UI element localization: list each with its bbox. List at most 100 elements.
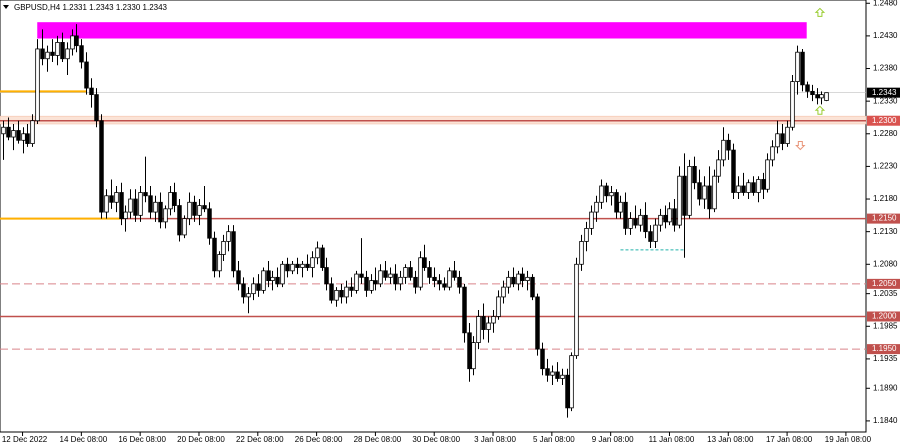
candle-body: [736, 185, 741, 193]
y-tick-label: 1.2330: [873, 96, 898, 105]
candle-body: [422, 257, 427, 268]
candle-body: [525, 276, 530, 282]
candle-body: [462, 286, 467, 334]
candle-body: [310, 257, 315, 268]
candle-body: [687, 166, 692, 216]
candle-body: [74, 35, 79, 47]
candle-body: [653, 224, 658, 242]
candle-body: [94, 94, 99, 122]
candle-body: [354, 273, 359, 291]
candle-body: [221, 241, 226, 255]
candle-body: [682, 175, 687, 216]
candle-body: [192, 201, 197, 216]
candle-body: [212, 237, 217, 272]
level-label: 1.2150: [872, 214, 897, 223]
candle-body: [128, 198, 133, 213]
candle-body: [785, 126, 790, 144]
candle-body: [692, 166, 697, 184]
level-label-box: [867, 311, 900, 322]
candle-body: [761, 179, 766, 190]
candle-body: [187, 201, 192, 220]
arrow: [814, 105, 826, 115]
y-tick-label: 1.1935: [873, 354, 898, 363]
chart-title: GBPUSD,H4 1.2331 1.2343 1.2330 1.2343: [14, 3, 168, 12]
candle-body: [177, 205, 182, 236]
candle-body: [217, 254, 222, 272]
candle-body: [677, 175, 682, 226]
candle-body: [457, 276, 462, 288]
candle-body: [148, 195, 153, 213]
candle-body: [770, 146, 775, 161]
level-label: 1.2000: [872, 312, 897, 321]
candle-body: [270, 276, 275, 282]
y-tick-label: 1.2130: [873, 227, 898, 236]
candle-body: [476, 316, 481, 343]
candle-body: [256, 283, 261, 291]
candle-body: [486, 322, 491, 330]
level-label-box: [867, 115, 900, 126]
candle-body: [11, 130, 16, 138]
x-tick-label: 5 Jan 08:00: [533, 435, 575, 444]
candle-body: [501, 286, 506, 298]
x-tick-label: 9 Jan 08:00: [592, 435, 634, 444]
candle-body: [197, 205, 202, 216]
candle-body: [231, 231, 236, 272]
candle-body: [172, 192, 177, 206]
candle-body: [540, 348, 545, 370]
candle-body: [702, 185, 707, 200]
price-label: 1.2343: [872, 88, 897, 97]
candle-body: [50, 51, 55, 56]
candle-body: [427, 267, 432, 278]
candle-body: [599, 185, 604, 203]
candle-body: [275, 276, 280, 285]
menu-arrow: [3, 5, 9, 9]
candle-body: [574, 263, 579, 357]
candle-body: [109, 195, 114, 203]
plot-frame: [0, 0, 867, 433]
candle-body: [565, 374, 570, 409]
candle-body: [467, 332, 472, 370]
candle-body: [280, 263, 285, 285]
candle-body: [795, 51, 800, 82]
candle-body: [530, 276, 535, 298]
y-tick-label: 1.2280: [873, 129, 898, 138]
candle-body: [202, 205, 207, 210]
y-tick-label: 1.2230: [873, 162, 898, 171]
candle-body: [511, 276, 516, 285]
candle-body: [810, 90, 815, 96]
candle-body: [45, 51, 50, 60]
candle-body: [697, 182, 702, 200]
x-tick-label: 30 Dec 08:00: [412, 435, 460, 444]
candle-body: [30, 120, 35, 144]
candle-body: [364, 276, 369, 291]
candle-body: [285, 263, 290, 272]
candle-body: [594, 201, 599, 213]
x-tick-label: 13 Jan 08:00: [707, 435, 754, 444]
candle-body: [168, 192, 173, 210]
candle-body: [241, 283, 246, 298]
level-label: 1.2050: [872, 279, 897, 288]
candle-body: [442, 283, 447, 288]
candle-body: [35, 48, 40, 122]
candle-body: [84, 61, 89, 89]
candle-body: [584, 227, 589, 242]
candle-body: [658, 214, 663, 226]
candle-body: [236, 270, 241, 285]
candle-body: [471, 342, 476, 370]
candle-body: [550, 371, 555, 376]
y-tick-label: 1.1985: [873, 321, 898, 330]
y-tick-label: 1.1890: [873, 383, 898, 392]
candle-body: [383, 270, 388, 278]
candle-body: [589, 211, 594, 229]
candle-body: [349, 286, 354, 291]
candle-body: [614, 192, 619, 213]
candle-body: [491, 316, 496, 324]
x-tick-label: 19 Jan 08:00: [825, 435, 872, 444]
candle-body: [295, 263, 300, 268]
candle-body: [89, 87, 94, 96]
candle-body: [731, 149, 736, 193]
candle-body: [40, 48, 45, 60]
candle-body: [790, 81, 795, 128]
candle-body: [516, 273, 521, 285]
candle-body: [663, 214, 668, 223]
